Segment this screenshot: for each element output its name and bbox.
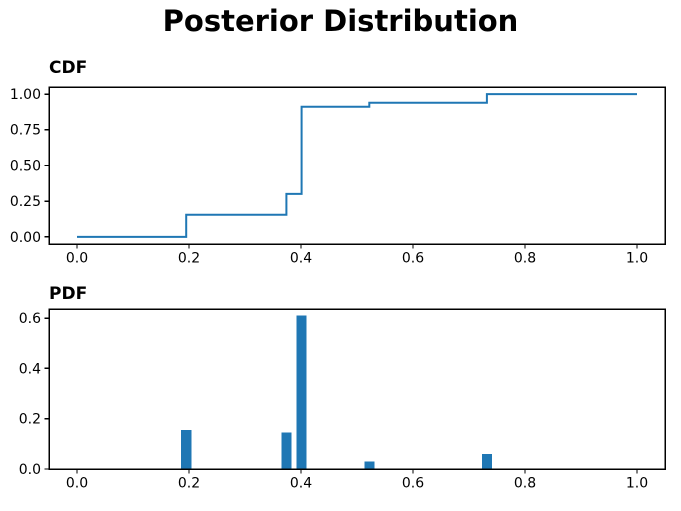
x-tick-label: 0.2 bbox=[178, 250, 200, 266]
y-tick-label: 0.6 bbox=[19, 311, 41, 327]
y-tick-label: 0.0 bbox=[19, 462, 41, 478]
x-tick-label: 0.8 bbox=[514, 250, 536, 266]
cdf-axes-title: CDF bbox=[49, 58, 88, 78]
y-tick-label: 0.2 bbox=[19, 412, 41, 428]
pdf-bar bbox=[181, 430, 192, 469]
x-tick-label: 0.0 bbox=[66, 250, 88, 266]
pdf-bar bbox=[296, 315, 307, 469]
cdf-x-axis: 0.0 0.2 0.4 0.6 0.8 1.0 bbox=[66, 244, 648, 266]
cdf-step-line bbox=[77, 93, 637, 238]
y-tick-label: 0.50 bbox=[10, 158, 41, 174]
cdf-axes: 0.0 0.2 0.4 0.6 0.8 1.0 0.00 0.25 0.50 0.75 1.00 bbox=[10, 86, 666, 266]
x-tick-label: 0.4 bbox=[290, 475, 312, 491]
y-tick-label: 0.4 bbox=[19, 361, 41, 377]
pdf-axes: 0.0 0.2 0.4 0.6 0.8 1.0 0.0 0.2 0.4 0.6 bbox=[19, 308, 666, 491]
pdf-bar bbox=[364, 461, 375, 469]
x-tick-label: 0.6 bbox=[402, 475, 424, 491]
pdf-y-axis: 0.0 0.2 0.4 0.6 bbox=[19, 311, 49, 478]
x-tick-label: 1.0 bbox=[626, 250, 648, 266]
y-tick-label: 0.75 bbox=[10, 123, 41, 139]
x-tick-label: 0.2 bbox=[178, 475, 200, 491]
pdf-bar bbox=[281, 432, 292, 469]
y-tick-label: 1.00 bbox=[10, 87, 41, 103]
pdf-x-axis: 0.0 0.2 0.4 0.6 0.8 1.0 bbox=[66, 469, 648, 491]
x-tick-label: 0.4 bbox=[290, 250, 312, 266]
pdf-bars bbox=[181, 315, 492, 469]
x-tick-label: 1.0 bbox=[626, 475, 648, 491]
cdf-spines bbox=[48, 86, 666, 245]
x-tick-label: 0.6 bbox=[402, 250, 424, 266]
figure-title: Posterior Distribution bbox=[162, 4, 519, 38]
pdf-spines bbox=[48, 308, 666, 470]
pdf-bar bbox=[481, 453, 492, 469]
y-tick-label: 0.00 bbox=[10, 230, 41, 246]
cdf-y-axis: 0.00 0.25 0.50 0.75 1.00 bbox=[10, 87, 49, 246]
pdf-axes-title: PDF bbox=[49, 284, 88, 304]
x-tick-label: 0.8 bbox=[514, 475, 536, 491]
y-tick-label: 0.25 bbox=[10, 194, 41, 210]
x-tick-label: 0.0 bbox=[66, 475, 88, 491]
